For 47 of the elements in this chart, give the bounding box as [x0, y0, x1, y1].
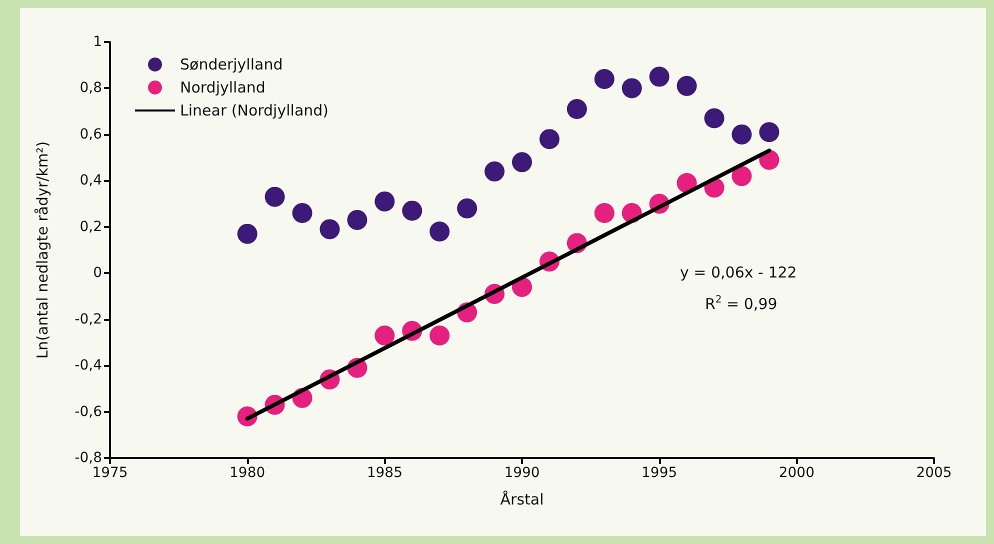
- point: [732, 124, 752, 144]
- point: [732, 166, 752, 186]
- point: [649, 66, 670, 87]
- y-tick-label: 0,4: [80, 172, 102, 189]
- point: [594, 203, 614, 224]
- x-axis-title: Årstal: [500, 490, 544, 508]
- point: [374, 326, 395, 346]
- y-axis-title: Ln(antal nedlagte rådyr/km²): [34, 141, 52, 359]
- point: [347, 210, 368, 230]
- point: [759, 122, 780, 142]
- point: [237, 224, 258, 244]
- y-tick-label: 0,6: [80, 126, 102, 142]
- point: [457, 198, 478, 218]
- annotation: y = 0,06x - 122: [680, 264, 797, 282]
- point: [512, 152, 532, 172]
- point: [676, 76, 697, 96]
- point: [374, 191, 395, 212]
- point: [594, 68, 614, 89]
- point: [430, 222, 450, 242]
- x-tick-label: 1980: [230, 465, 266, 481]
- legend-label: Sønderjylland: [180, 56, 283, 74]
- point: [320, 219, 340, 240]
- y-tick-label: -0,4: [74, 358, 102, 374]
- point: [292, 203, 312, 224]
- x-tick-label: 1995: [642, 465, 678, 481]
- point: [539, 129, 560, 150]
- x-tick-label: 1975: [92, 465, 128, 481]
- point: [622, 78, 642, 98]
- legend-label: Linear (Nordjylland): [180, 102, 329, 120]
- point: [430, 326, 450, 346]
- point: [402, 200, 422, 221]
- point: [484, 161, 505, 182]
- point: [704, 108, 724, 128]
- point: [566, 99, 587, 120]
- x-tick-label: 1985: [366, 465, 402, 481]
- y-tick-label: 0,8: [80, 80, 102, 96]
- legend-label: Nordjylland: [180, 78, 266, 96]
- point: [264, 186, 285, 207]
- y-tick-label: -0,8: [74, 450, 102, 466]
- y-tick-label: 1: [93, 34, 102, 50]
- y-tick-label: 0: [93, 265, 102, 282]
- x-tick-label: 2005: [916, 465, 952, 481]
- y-tick-label: -0,6: [74, 404, 102, 420]
- x-tick-label: 2000: [778, 465, 814, 481]
- y-tick-label: -0,2: [74, 311, 102, 328]
- y-tick-label: 0,2: [80, 218, 102, 235]
- x-tick-label: 1990: [504, 465, 540, 481]
